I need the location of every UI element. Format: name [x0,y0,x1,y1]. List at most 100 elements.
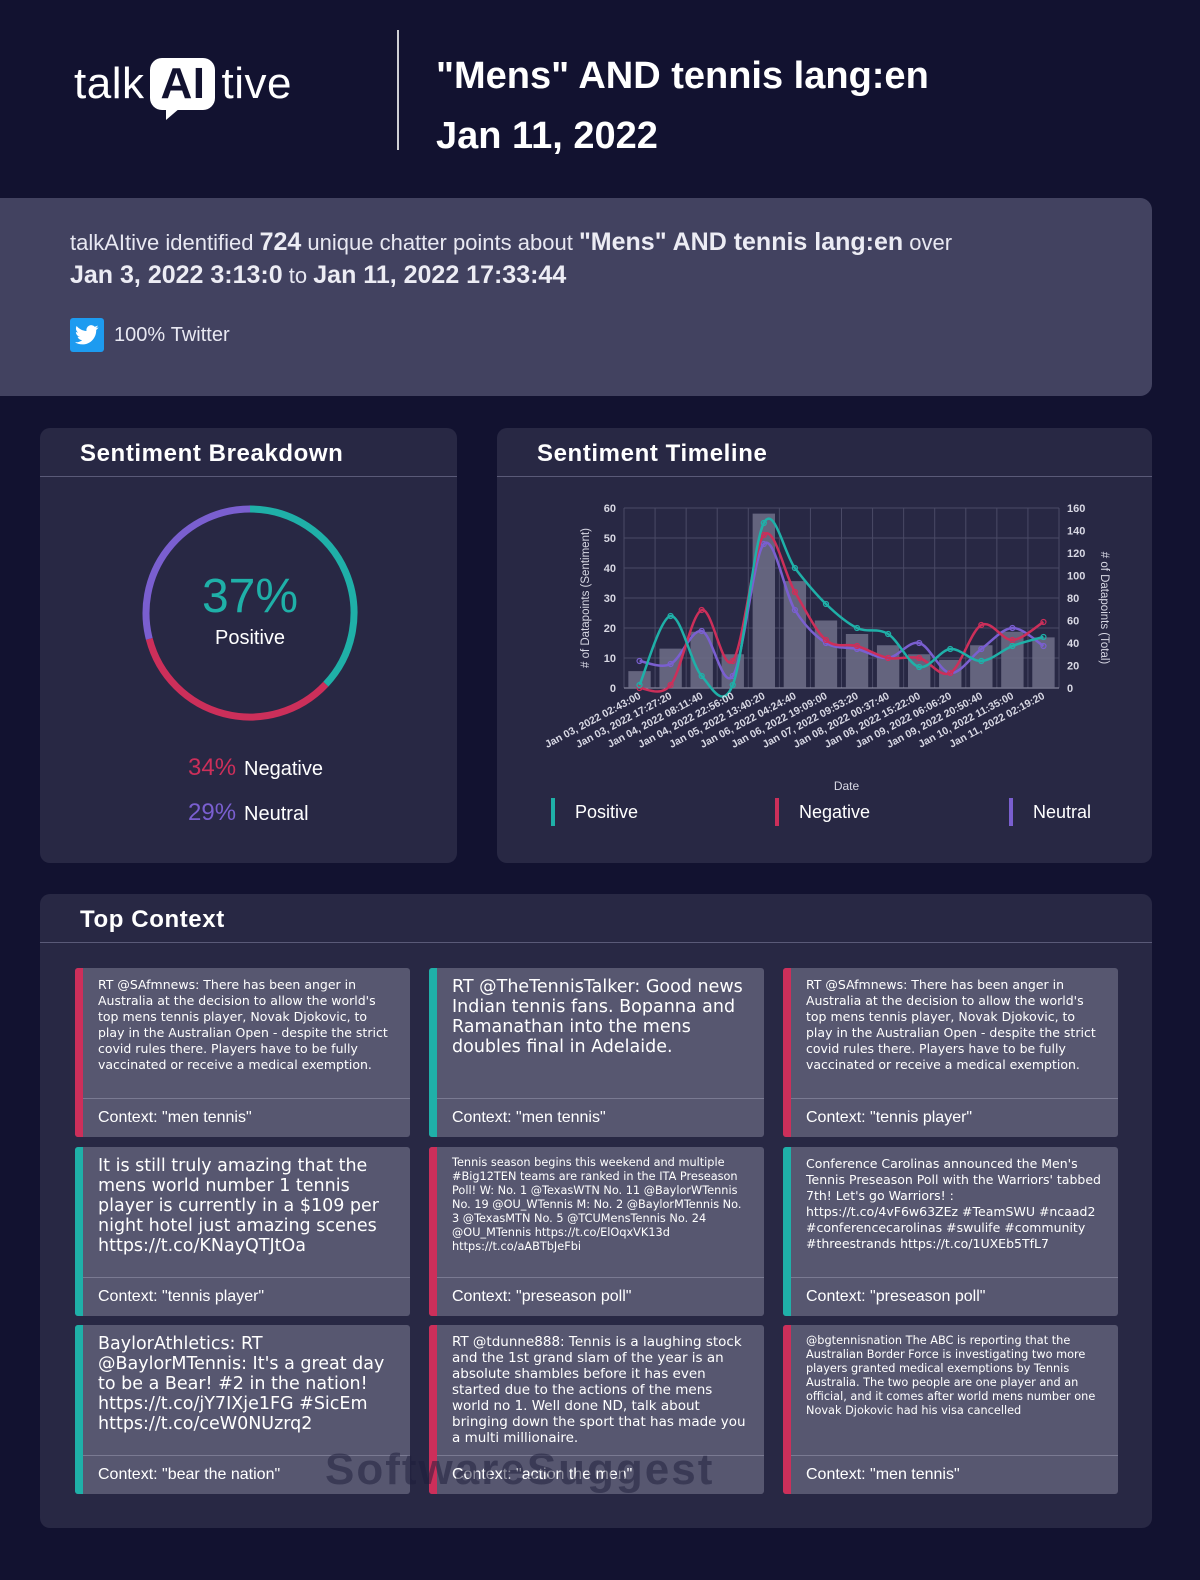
donut-slice-neutral[interactable] [142,505,251,640]
sentiment-timeline-card: Sentiment Timeline 0 10 20 30 40 50 60 0 20 40 60 8… [497,428,1152,863]
series-point-positive[interactable] [978,657,985,665]
total-bar[interactable] [752,513,776,688]
context-tile[interactable]: Conference Carolinas announced the Men's… [783,1147,1118,1316]
series-point-positive[interactable] [853,624,861,632]
context-tile[interactable]: BaylorAthletics: RT @BaylorMTennis: It's… [75,1325,410,1494]
series-point-negative[interactable] [636,684,643,692]
series-point-negative[interactable] [947,669,954,677]
context-tile[interactable]: Tennis season begins this weekend and mu… [429,1147,764,1316]
negative-sentiment-stripe [75,968,83,1137]
series-point-negative[interactable] [916,654,923,662]
context-tile[interactable]: RT @tdunne888: Tennis is a laughing stoc… [429,1325,764,1494]
y2-tick-label: 20 [1067,661,1079,673]
context-tile[interactable]: @bgtennisnation The ABC is reporting tha… [783,1325,1118,1494]
context-tile-text: Conference Carolinas announced the Men's… [806,1156,1101,1251]
y2-tick-label: 140 [1067,526,1085,538]
total-bar[interactable] [876,645,900,688]
total-bar[interactable] [783,581,807,688]
timeline-legend-negative[interactable]: Negative [775,798,870,826]
total-bar[interactable] [970,645,993,688]
series-point-positive[interactable] [1040,633,1047,641]
context-tile[interactable]: It is still truly amazing that the mens … [75,1147,410,1316]
total-bar[interactable] [814,620,838,689]
context-tile-footer: Context: "bear the nation" [83,1455,410,1494]
series-point-negative[interactable] [760,531,767,539]
context-tile-label: Context: "men tennis" [98,1109,252,1126]
series-point-neutral[interactable] [760,540,767,548]
series-point-neutral[interactable] [636,657,643,665]
series-point-neutral[interactable] [1009,624,1016,632]
series-point-neutral[interactable] [698,627,705,635]
summary-over: over [909,230,953,255]
series-point-positive[interactable] [885,630,892,638]
context-tile-footer: Context: "men tennis" [791,1455,1118,1494]
timeline-legend-positive[interactable]: Positive [551,798,638,826]
series-point-positive[interactable] [791,564,798,572]
series-point-positive[interactable] [1009,642,1016,650]
series-point-negative[interactable] [978,621,985,629]
total-bar[interactable] [628,671,651,688]
series-point-positive[interactable] [760,519,767,527]
context-divider [40,942,1152,943]
total-bar[interactable] [690,631,713,688]
series-point-positive[interactable] [947,645,954,653]
series-point-neutral[interactable] [791,606,798,614]
series-point-positive[interactable] [667,612,674,620]
series-point-positive[interactable] [916,663,923,671]
series-point-positive[interactable] [729,681,736,689]
context-tile[interactable]: RT @SAfmnews: There has been anger in Au… [783,968,1118,1137]
series-point-negative[interactable] [1040,618,1047,626]
context-tile[interactable]: RT @SAfmnews: There has been anger in Au… [75,968,410,1137]
series-point-positive[interactable] [822,600,830,608]
context-tile[interactable]: RT @TheTennisTalker: Good news Indian te… [429,968,764,1137]
timeline-legend-positive-label: Positive [575,801,639,822]
header: talk AI tive "Mens" AND tennis lang:en J… [0,0,1200,180]
context-tile-text: RT @SAfmnews: There has been anger in Au… [806,977,1096,1072]
context-tile-label: Context: "bear the nation" [98,1466,281,1483]
series-point-positive[interactable] [698,672,705,680]
positive-sentiment-stripe [75,1325,83,1494]
summary-mid: unique chatter points about [307,230,573,255]
series-point-neutral[interactable] [978,645,985,653]
header-divider [397,30,399,150]
source-name: Twitter [170,323,230,346]
series-point-negative[interactable] [1009,636,1016,644]
total-bar[interactable] [845,634,869,688]
series-point-negative[interactable] [885,654,892,662]
legend-neutral: 29% Neutral [188,791,323,836]
series-point-positive[interactable] [636,681,643,689]
series-point-negative[interactable] [698,606,705,614]
timeline-legend-negative-label: Negative [799,801,871,822]
context-tile-text: RT @tdunne888: Tennis is a laughing stoc… [452,1334,746,1446]
series-point-neutral[interactable] [667,660,674,668]
series-point-negative[interactable] [729,657,736,665]
y2-tick-label: 160 [1067,503,1085,515]
context-tile-footer: Context: "tennis player" [791,1098,1118,1137]
negative-pct: 34% [188,754,237,781]
series-point-neutral[interactable] [1040,642,1047,650]
series-point-negative[interactable] [791,588,798,596]
donut-slice-positive[interactable] [249,505,358,687]
series-line-positive[interactable] [638,517,1044,698]
y2-tick-label: 100 [1067,571,1085,583]
series-point-negative[interactable] [853,642,861,650]
context-tile-text: RT @SAfmnews: There has been anger in Au… [98,977,388,1072]
talkaitive-logo[interactable]: talk AI tive [74,58,292,120]
twitter-icon [70,318,104,352]
series-point-negative[interactable] [667,681,674,689]
logo-ai-bubble: AI [150,58,216,120]
context-tile-text: Tennis season begins this weekend and mu… [452,1156,742,1253]
timeline-legend-neutral[interactable]: Neutral [1009,798,1091,826]
report-query: "Mens" AND tennis lang:en [436,55,929,97]
series-point-negative[interactable] [822,636,830,644]
series-point-neutral[interactable] [916,639,923,647]
positive-swatch [551,798,555,826]
total-bar[interactable] [907,654,931,688]
donut-slice-negative[interactable] [145,637,329,721]
sentiment-breakdown-card: Sentiment Breakdown 37% Positive 34% Nega… [40,428,457,863]
breakdown-divider [40,476,457,477]
total-bar[interactable] [1001,631,1024,688]
series-line-negative[interactable] [639,532,1045,693]
total-bar[interactable] [1032,637,1055,688]
